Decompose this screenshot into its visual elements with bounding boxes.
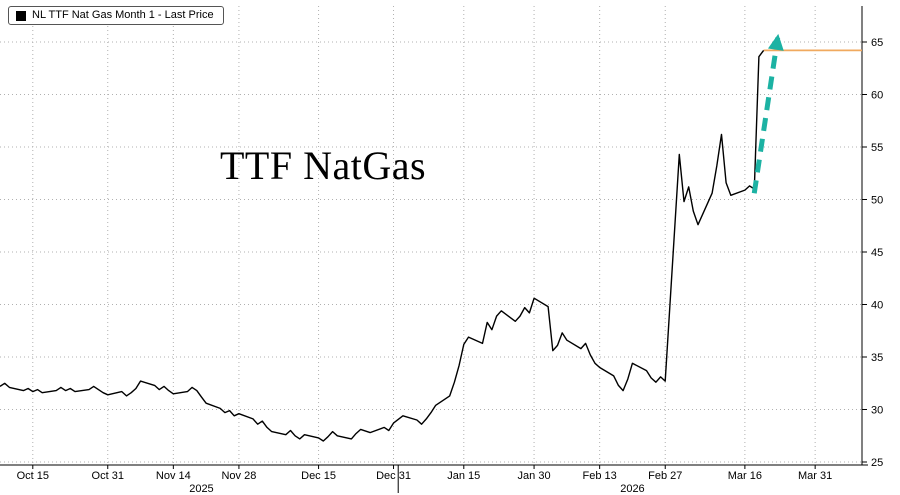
legend-label: NL TTF Nat Gas Month 1 - Last Price xyxy=(32,9,214,21)
price-line xyxy=(0,49,765,442)
x-tick-label: Oct 31 xyxy=(92,470,124,482)
x-tick-label: Mar 16 xyxy=(728,470,762,482)
up-trend-arrow-icon xyxy=(751,33,784,194)
gridlines xyxy=(0,6,862,465)
y-tick-label: 40 xyxy=(871,300,883,312)
x-tick-label: Feb 13 xyxy=(583,470,617,482)
year-label: 2026 xyxy=(620,483,644,495)
y-axis-labels: 25 30 35 40 45 50 55 60 65 xyxy=(871,37,883,469)
legend[interactable]: NL TTF Nat Gas Month 1 - Last Price xyxy=(8,6,224,25)
x-tick-label: Nov 14 xyxy=(156,470,191,482)
x-tick-label: Nov 28 xyxy=(221,470,256,482)
x-tick-label: Jan 30 xyxy=(518,470,551,482)
x-tick-label: Jan 15 xyxy=(447,470,480,482)
y-tick-label: 30 xyxy=(871,405,883,417)
x-tick-label: Oct 15 xyxy=(17,470,49,482)
x-axis-labels: Oct 15 Oct 31 Nov 14 Nov 28 Dec 15 Dec 31 Jan … xyxy=(17,470,833,495)
y-tick-label: 55 xyxy=(871,142,883,154)
y-tick-label: 25 xyxy=(871,457,883,469)
x-tick-label: Mar 31 xyxy=(798,470,832,482)
x-tick-label: Dec 15 xyxy=(301,470,336,482)
axes xyxy=(0,6,868,493)
y-tick-label: 45 xyxy=(871,247,883,259)
x-tick-label: Dec 31 xyxy=(376,470,411,482)
x-tick-label: Feb 27 xyxy=(648,470,682,482)
chart-title: TTF NatGas xyxy=(220,143,427,188)
y-tick-label: 65 xyxy=(871,37,883,49)
y-tick-label: 50 xyxy=(871,195,883,207)
y-tick-label: 35 xyxy=(871,352,883,364)
legend-swatch-icon xyxy=(16,10,26,21)
year-label: 2025 xyxy=(189,483,213,495)
y-tick-label: 60 xyxy=(871,90,883,102)
